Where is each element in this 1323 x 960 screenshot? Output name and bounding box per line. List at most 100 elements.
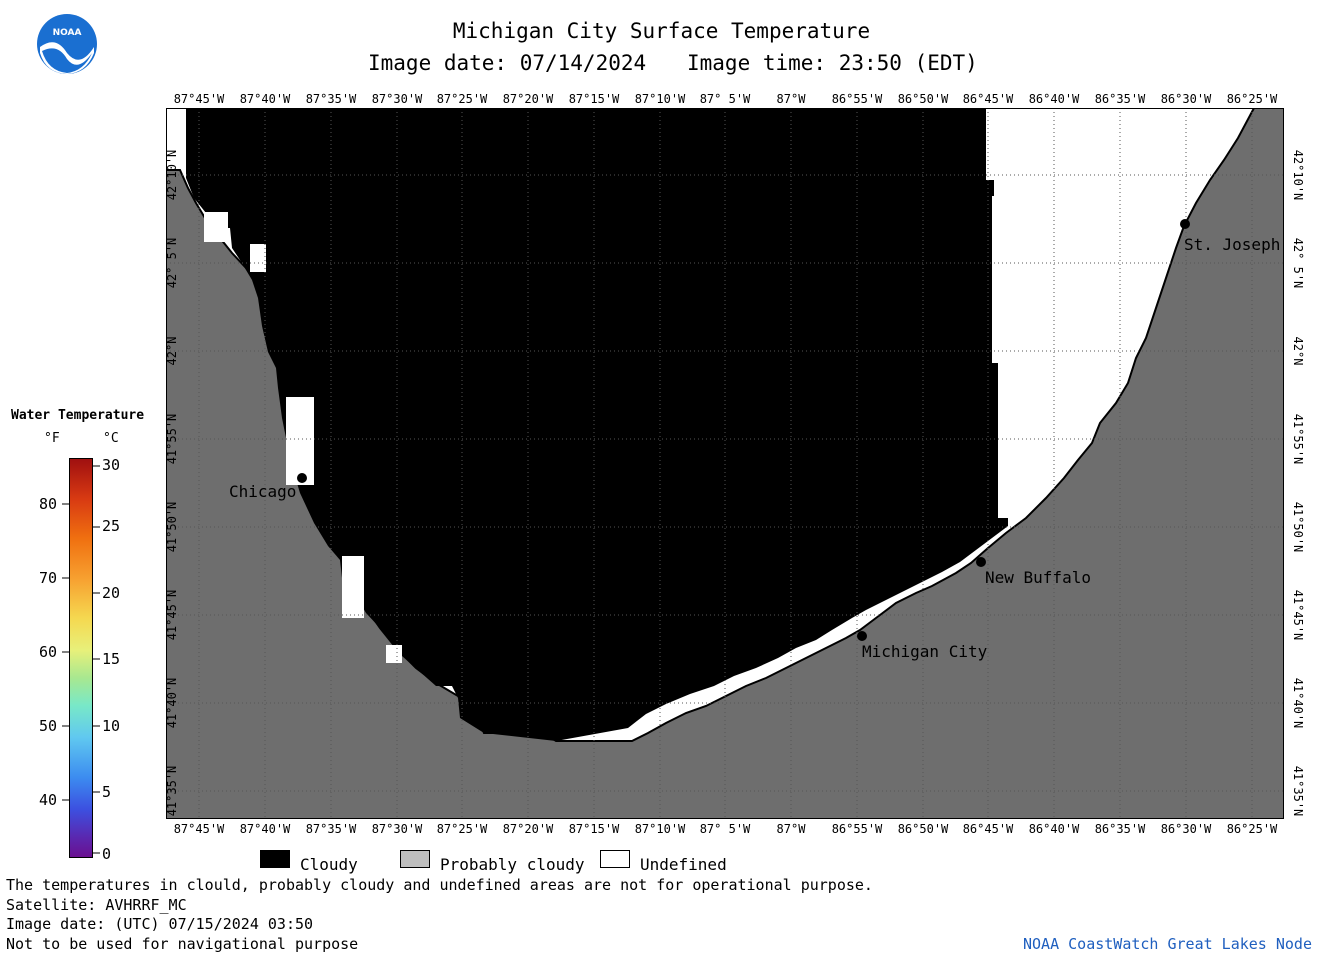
footer-utc-date: Image date: (UTC) 07/15/2024 03:50 bbox=[6, 915, 314, 933]
st-joseph-marker bbox=[1180, 219, 1190, 229]
map-border bbox=[166, 108, 1284, 819]
lon-tick-bottom: 86°35'W bbox=[1094, 822, 1146, 836]
colorbar-tick-f: 80 bbox=[39, 495, 58, 513]
lon-tick-bottom: 87°W bbox=[776, 822, 806, 836]
lon-tick-bottom: 87° 5'W bbox=[699, 822, 751, 836]
colorbar-tick-f: 60 bbox=[39, 643, 58, 661]
colorbar-tick-f: 40 bbox=[39, 791, 58, 809]
new-buffalo-marker bbox=[976, 557, 986, 567]
colorbar-tick-c: 0 bbox=[102, 845, 112, 863]
undefined-patch bbox=[180, 124, 186, 168]
lat-tick-right: 42° 5'N bbox=[1291, 237, 1305, 289]
lon-tick-top: 86°55'W bbox=[831, 92, 883, 106]
undefined-patch bbox=[250, 244, 266, 272]
lat-lon-grid bbox=[166, 108, 1284, 819]
lon-tick-bottom: 86°55'W bbox=[831, 822, 883, 836]
colorbar-tick-c: 30 bbox=[102, 456, 121, 474]
legend-title: Water Temperature bbox=[11, 408, 145, 423]
cloud-area bbox=[186, 108, 1008, 741]
lon-tick-bottom: 87°45'W bbox=[173, 822, 225, 836]
map-panel bbox=[165, 107, 1285, 820]
undefined-patch bbox=[286, 397, 314, 485]
lon-tick-bottom: 87°15'W bbox=[568, 822, 620, 836]
image-time: Image time: 23:50 (EDT) bbox=[687, 51, 978, 75]
lon-tick-top: 86°40'W bbox=[1028, 92, 1080, 106]
lon-tick-top: 87°15'W bbox=[568, 92, 620, 106]
colorbar-tick-c: 5 bbox=[102, 783, 112, 801]
lat-tick-left: 41°40'N bbox=[165, 677, 179, 729]
city-label-chicago: Chicago bbox=[229, 482, 297, 501]
map-svg bbox=[165, 107, 1285, 820]
noaa-logo: NOAA bbox=[36, 13, 98, 75]
key-swatch-probably-cloudy bbox=[400, 850, 430, 868]
key-swatch-cloudy bbox=[260, 850, 290, 868]
michigan-city-marker bbox=[857, 631, 867, 641]
colorbar-ticks bbox=[62, 465, 100, 854]
lon-tick-bottom: 87°20'W bbox=[502, 822, 554, 836]
lat-tick-left: 41°55'N bbox=[165, 413, 179, 465]
footer-navigation-warning: Not to be used for navigational purpose bbox=[6, 935, 359, 953]
lon-tick-bottom: 87°40'W bbox=[239, 822, 291, 836]
lon-tick-bottom: 86°40'W bbox=[1028, 822, 1080, 836]
lon-tick-bottom: 86°25'W bbox=[1226, 822, 1278, 836]
lat-tick-right: 41°55'N bbox=[1291, 413, 1305, 465]
lat-tick-left: 41°35'N bbox=[165, 765, 179, 817]
lat-tick-right: 41°50'N bbox=[1291, 501, 1305, 553]
lon-tick-top: 86°30'W bbox=[1160, 92, 1212, 106]
lon-tick-top: 87° 5'W bbox=[699, 92, 751, 106]
footer-disclaimer: The temperatures in clould, probably clo… bbox=[6, 876, 873, 894]
lon-tick-top: 86°35'W bbox=[1094, 92, 1146, 106]
city-label-st-joseph: St. Joseph bbox=[1184, 235, 1281, 254]
legend-unit-c: °C bbox=[103, 431, 119, 446]
lon-tick-top: 86°45'W bbox=[962, 92, 1014, 106]
logo-text: NOAA bbox=[53, 28, 82, 38]
lat-tick-left: 42° 5'N bbox=[165, 237, 179, 289]
image-date: Image date: 07/14/2024 bbox=[368, 51, 647, 75]
lat-tick-right: 41°45'N bbox=[1291, 589, 1305, 641]
temperature-colorbar bbox=[69, 458, 93, 858]
lat-tick-right: 42°10'N bbox=[1291, 149, 1305, 201]
lon-tick-top: 87°40'W bbox=[239, 92, 291, 106]
lat-tick-left: 42°10'N bbox=[165, 149, 179, 201]
lat-tick-left: 42°N bbox=[165, 336, 179, 366]
lon-tick-top: 87°20'W bbox=[502, 92, 554, 106]
key-label-cloudy: Cloudy bbox=[300, 855, 358, 874]
lon-tick-top: 87°35'W bbox=[305, 92, 357, 106]
map-title: Michigan City Surface Temperature bbox=[452, 19, 871, 43]
lon-tick-top: 86°25'W bbox=[1226, 92, 1278, 106]
colorbar-tick-c: 15 bbox=[102, 650, 121, 668]
undefined-patch bbox=[342, 556, 364, 618]
footer-credit: NOAA CoastWatch Great Lakes Node bbox=[1023, 935, 1312, 953]
lon-tick-bottom: 87°30'W bbox=[371, 822, 423, 836]
lat-tick-left: 41°45'N bbox=[165, 589, 179, 641]
city-label-michigan-city: Michigan City bbox=[862, 642, 988, 661]
lon-tick-bottom: 86°30'W bbox=[1160, 822, 1212, 836]
lon-tick-top: 86°50'W bbox=[897, 92, 949, 106]
footer-satellite: Satellite: AVHRRF_MC bbox=[6, 896, 187, 914]
undefined-patch bbox=[204, 212, 228, 242]
colorbar-tick-c: 10 bbox=[102, 717, 121, 735]
lon-tick-bottom: 86°50'W bbox=[897, 822, 949, 836]
key-label-probably-cloudy: Probably cloudy bbox=[440, 855, 585, 874]
lat-tick-right: 41°40'N bbox=[1291, 677, 1305, 729]
key-swatch-undefined bbox=[600, 850, 630, 868]
lon-tick-top: 87°30'W bbox=[371, 92, 423, 106]
undefined-patch bbox=[386, 645, 402, 663]
key-label-undefined: Undefined bbox=[640, 855, 727, 874]
lon-tick-bottom: 86°45'W bbox=[962, 822, 1014, 836]
lon-tick-top: 87°45'W bbox=[173, 92, 225, 106]
colorbar-tick-c: 20 bbox=[102, 584, 121, 602]
lat-tick-right: 42°N bbox=[1291, 336, 1305, 366]
lat-tick-left: 41°50'N bbox=[165, 501, 179, 553]
colorbar-tick-c: 25 bbox=[102, 517, 121, 535]
colorbar-tick-f: 50 bbox=[39, 717, 58, 735]
lon-tick-bottom: 87°10'W bbox=[634, 822, 686, 836]
colorbar-tick-f: 70 bbox=[39, 569, 58, 587]
lon-tick-bottom: 87°35'W bbox=[305, 822, 357, 836]
city-label-new-buffalo: New Buffalo bbox=[985, 568, 1091, 587]
chicago-marker bbox=[297, 473, 307, 483]
lon-tick-top: 87°10'W bbox=[634, 92, 686, 106]
legend-unit-f: °F bbox=[44, 431, 60, 446]
lon-tick-top: 87°W bbox=[776, 92, 806, 106]
lon-tick-top: 87°25'W bbox=[436, 92, 488, 106]
